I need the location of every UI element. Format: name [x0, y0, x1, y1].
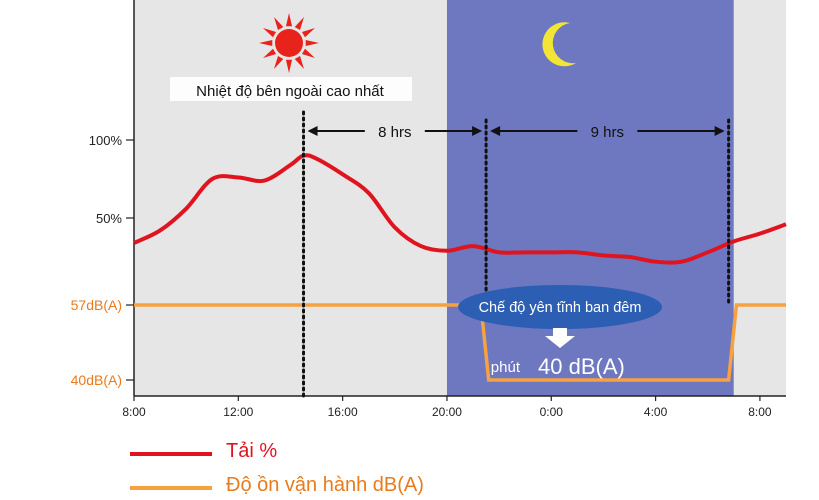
legend-noise-line: [130, 486, 212, 490]
sun-ray: [301, 28, 315, 38]
span-9hrs-label-bg: [577, 120, 638, 142]
span-9hrs-arrow-head-left: [490, 126, 501, 136]
sun-ray: [294, 55, 304, 69]
legend-load-line: [130, 452, 212, 456]
sun-ray: [285, 59, 293, 73]
x-tick-label: 12:00: [223, 405, 253, 419]
quiet-mode-ellipse: [458, 285, 662, 329]
min-value-label: 40 dB(A): [538, 354, 625, 379]
span-9hrs-arrow-head-right: [714, 126, 725, 136]
sun-ray: [259, 39, 273, 47]
chart-canvas: 8:00 12:00 16:00 20:00 0:00 4:00 8:00 100% 50% 57…: [71, 0, 787, 419]
moon-icon: [542, 22, 576, 67]
quiet-mode-label: Chế độ yên tĩnh ban đêm: [479, 300, 642, 316]
sun-ray: [285, 13, 293, 27]
span-8hrs-label-bg: [364, 120, 425, 142]
x-tick-label: 8:00: [748, 405, 772, 419]
x-tick-label: 8:00: [122, 405, 146, 419]
span-8hrs-arrow-head-left: [307, 126, 318, 136]
x-tick-label: 0:00: [540, 405, 564, 419]
db-tick-label: 57dB(A): [71, 297, 122, 313]
sun-ray: [294, 17, 304, 31]
x-tick-label: 16:00: [328, 405, 358, 419]
quiet-mode-down-arrow: [545, 328, 575, 348]
noise-series-line: [134, 303, 786, 382]
peak-label: Nhiệt độ bên ngoài cao nhất: [196, 83, 384, 100]
x-tick-label: 20:00: [432, 405, 462, 419]
peak-label-bg: [170, 77, 412, 101]
db-tick-label: 40dB(A): [71, 372, 122, 388]
y-tick-label: 100%: [89, 133, 123, 148]
y-tick-label: 50%: [96, 211, 122, 226]
sun-ray: [263, 28, 277, 38]
span-8hrs-label: 8 hrs: [378, 124, 411, 141]
day-band-right: [733, 0, 786, 396]
legend-noise-label: Độ ồn vận hành dB(A): [226, 474, 424, 496]
sun-core: [275, 29, 303, 57]
x-tick-label: 4:00: [644, 405, 668, 419]
sun-ray: [305, 39, 319, 47]
night-band: [446, 0, 734, 396]
span-8hrs-arrow-head-right: [472, 126, 483, 136]
legend-load-label: Tải %: [226, 440, 278, 462]
day-band-left: [134, 0, 447, 396]
sun-ray: [301, 48, 315, 58]
sun-ray: [263, 48, 277, 58]
sun-ray: [274, 55, 284, 69]
min-prefix-label: phút: [491, 359, 521, 376]
span-9hrs-label: 9 hrs: [591, 124, 624, 141]
load-series-line: [133, 153, 787, 265]
sun-icon: [259, 13, 319, 73]
sun-ray: [274, 17, 284, 31]
